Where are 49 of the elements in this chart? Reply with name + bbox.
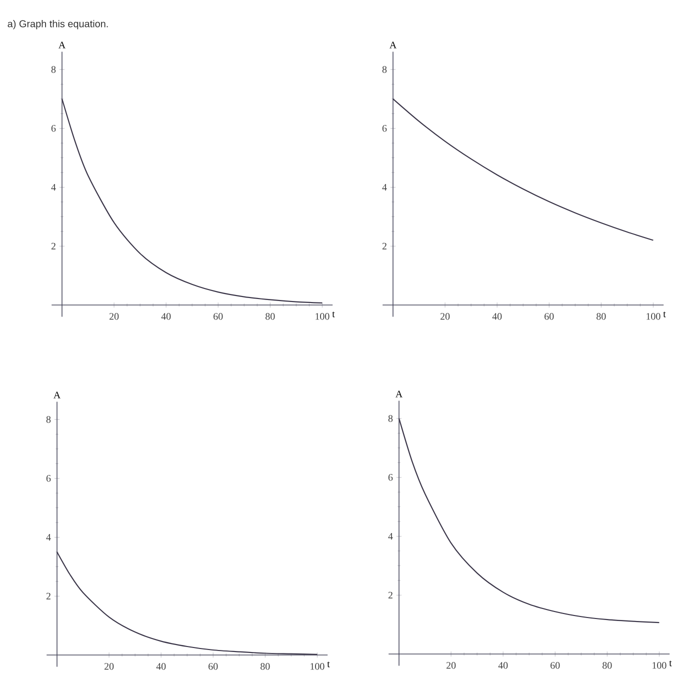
- x-tick-label: 40: [156, 663, 166, 670]
- x-tick-label: 40: [161, 313, 171, 320]
- y-axis-title: A: [390, 42, 397, 48]
- y-tick-label: 2: [51, 242, 56, 250]
- x-tick-label: 100: [646, 313, 660, 320]
- y-axis-title: A: [54, 392, 61, 398]
- y-tick-label: 4: [51, 184, 56, 191]
- y-tick-label: 4: [382, 184, 387, 191]
- x-tick-label: 20: [104, 663, 114, 670]
- x-tick-label: 80: [260, 663, 270, 670]
- y-tick-label: 4: [388, 532, 393, 540]
- x-tick-label: 80: [602, 662, 612, 669]
- x-tick-label: 100: [652, 662, 666, 669]
- y-tick-label: 6: [388, 474, 393, 481]
- x-axis-title: t: [669, 660, 672, 666]
- y-tick-label: 8: [382, 66, 387, 73]
- x-tick-label: 80: [266, 313, 275, 320]
- line-series: [61, 98, 323, 304]
- y-tick-label: 2: [388, 592, 392, 598]
- y-tick-label: 6: [382, 125, 387, 132]
- y-tick-label: 8: [51, 66, 56, 73]
- x-tick-label: 60: [550, 662, 560, 669]
- x-tick-label: 80: [596, 313, 606, 320]
- x-tick-label: 20: [110, 313, 119, 320]
- y-tick-label: 8: [46, 416, 51, 423]
- y-axis-title: A: [58, 42, 66, 48]
- x-tick-label: 40: [492, 313, 502, 320]
- line-series: [56, 551, 318, 655]
- x-tick-label: 20: [440, 313, 450, 320]
- y-tick-label: 2: [382, 242, 386, 250]
- x-tick-label: 100: [310, 663, 324, 670]
- x-axis-title: t: [663, 312, 666, 318]
- y-axis-title: A: [396, 390, 403, 398]
- x-tick-label: 20: [446, 662, 456, 669]
- x-tick-label: 60: [214, 313, 223, 320]
- x-tick-label: 100: [316, 313, 330, 320]
- line-series: [392, 98, 654, 241]
- x-axis-title: t: [327, 662, 330, 668]
- y-tick-label: 8: [388, 415, 393, 422]
- x-tick-label: 60: [208, 663, 218, 670]
- chart-title: a) Graph this equation.: [8, 20, 108, 30]
- x-tick-label: 40: [498, 662, 508, 669]
- x-tick-label: 60: [544, 313, 554, 320]
- y-tick-label: 2: [46, 592, 50, 600]
- y-tick-label: 4: [46, 534, 51, 541]
- y-tick-label: 6: [51, 125, 56, 132]
- x-axis-title: t: [332, 312, 335, 318]
- line-series: [398, 418, 660, 624]
- y-tick-label: 6: [46, 475, 51, 482]
